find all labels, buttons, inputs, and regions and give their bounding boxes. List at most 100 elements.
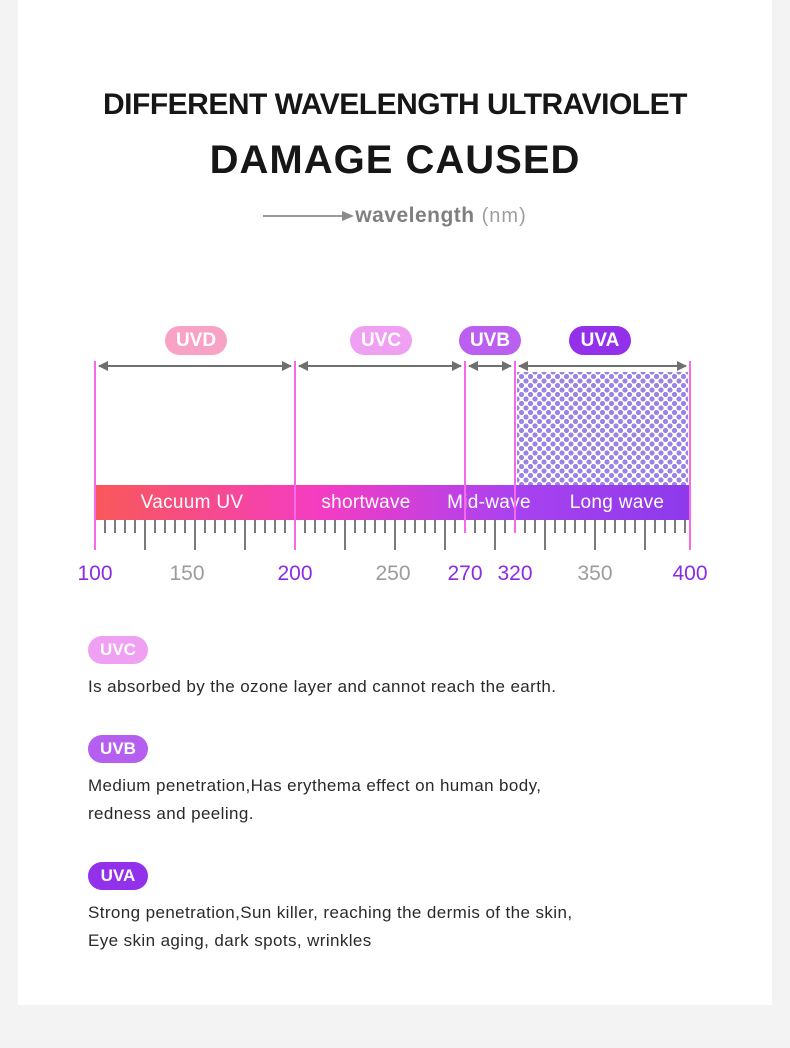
ruler-tick <box>144 520 146 550</box>
desc-pill-uvb: UVB <box>88 735 148 763</box>
ruler-tick <box>204 520 206 533</box>
ruler-tick <box>154 520 156 533</box>
ruler-tick <box>534 520 536 533</box>
scale-number: 400 <box>672 562 708 585</box>
ruler-tick <box>164 520 166 533</box>
boundary-line <box>514 361 516 520</box>
ruler-tick <box>544 520 546 550</box>
ruler-tick <box>124 520 126 533</box>
desc-text-uva-line1: Strong penetration,Sun killer, reaching … <box>88 903 573 922</box>
axis-unit: (nm) <box>481 204 527 227</box>
ruler-tick <box>654 520 656 533</box>
ruler-tick <box>444 520 446 550</box>
ruler-tick <box>664 520 666 533</box>
bar-label-shortwave: shortwave <box>321 492 411 513</box>
desc-pill-uvc: UVC <box>88 636 148 664</box>
ruler-tick <box>174 520 176 533</box>
ruler-tick <box>554 520 556 533</box>
ruler-tick <box>564 520 566 533</box>
scale-number: 200 <box>277 562 313 585</box>
ruler-tick <box>244 520 246 550</box>
ruler-tick <box>394 520 396 550</box>
scale-number: 250 <box>375 562 411 585</box>
page-title-line2: DAMAGE CAUSED <box>209 138 581 182</box>
boundary-line <box>689 361 691 520</box>
right-arrow-icon <box>263 211 355 221</box>
ruler-tick-boundary <box>94 520 96 550</box>
ruler-tick <box>104 520 106 533</box>
ruler-tick <box>434 520 436 533</box>
range-arrow-uva <box>518 361 687 371</box>
ruler-tick <box>134 520 136 533</box>
gradient-wavelength-bar: Vacuum UV shortwave Mid-wave Long wave <box>95 485 690 520</box>
desc-text-uvb-line2: redness and peeling. <box>88 804 254 823</box>
ruler-tick <box>374 520 376 533</box>
band-pill-uvb: UVB <box>459 326 521 355</box>
bar-label-vacuum-uv: Vacuum UV <box>140 492 244 513</box>
ruler-tick <box>264 520 266 533</box>
ruler-tick <box>454 520 456 533</box>
boundary-line <box>294 361 296 520</box>
ruler-tick <box>624 520 626 533</box>
scale-number: 350 <box>577 562 613 585</box>
scale-number: 320 <box>497 562 533 585</box>
desc-text-uva-line2: Eye skin aging, dark spots, wrinkles <box>88 931 372 950</box>
ruler-tick <box>614 520 616 533</box>
ruler-tick <box>634 520 636 533</box>
ruler-tick <box>314 520 316 533</box>
ruler-tick <box>494 520 496 550</box>
ruler-tick <box>354 520 356 533</box>
bar-label-mid-wave: Mid-wave <box>447 492 531 513</box>
desc-pill-uva: UVA <box>88 862 148 890</box>
ruler-tick <box>604 520 606 533</box>
ruler-tick <box>304 520 306 533</box>
bar-label-long-wave: Long wave <box>569 492 665 513</box>
desc-text-uvb-line1: Medium penetration,Has erythema effect o… <box>88 776 542 795</box>
ruler-tick <box>414 520 416 533</box>
ruler-tick <box>364 520 366 533</box>
ruler-tick <box>334 520 336 533</box>
ruler-tick <box>424 520 426 533</box>
ruler-tick-boundary <box>464 520 466 533</box>
ruler-tick <box>214 520 216 533</box>
axis-label: wavelength <box>355 204 475 227</box>
description-uvc: UVC Is absorbed by the ozone layer and c… <box>88 636 708 701</box>
page-title-line1: DIFFERENT WAVELENGTH ULTRAVIOLET <box>103 88 687 121</box>
ruler-tick <box>194 520 196 550</box>
ruler-tick <box>504 520 506 533</box>
boundary-line <box>464 361 466 520</box>
scale-number: 270 <box>447 562 483 585</box>
ruler-tick <box>234 520 236 533</box>
boundary-line <box>94 361 96 520</box>
desc-text-uvc: Is absorbed by the ozone layer and canno… <box>88 677 557 696</box>
ruler-tick-boundary <box>514 520 516 533</box>
ruler-tick <box>524 520 526 533</box>
ruler-tick <box>474 520 476 533</box>
description-uva: UVA Strong penetration,Sun killer, reach… <box>88 862 708 955</box>
ruler-tick <box>594 520 596 550</box>
ruler-tick <box>274 520 276 533</box>
ruler-tick <box>684 520 686 533</box>
ruler-tick-boundary <box>294 520 296 550</box>
range-arrow-uvc <box>298 361 462 371</box>
ruler-tick <box>114 520 116 533</box>
ruler-tick <box>384 520 386 533</box>
uva-dot-hatch-region <box>517 372 688 485</box>
spectrum-chart: UVD UVC UVB UVA Vacuum UV shortwave Mid-… <box>0 315 790 607</box>
ruler-tick-boundary <box>689 520 691 550</box>
ruler-tick <box>284 520 286 533</box>
scale-number: 150 <box>169 562 205 585</box>
ruler-tick <box>324 520 326 533</box>
band-pill-uvc: UVC <box>350 326 412 355</box>
ruler-tick <box>344 520 346 550</box>
range-arrow-uvb <box>468 361 512 371</box>
ruler-tick <box>404 520 406 533</box>
ruler-tick <box>644 520 646 550</box>
ruler-tick <box>584 520 586 533</box>
ruler-tick <box>674 520 676 533</box>
ruler-tick <box>254 520 256 533</box>
band-pill-uva: UVA <box>569 326 631 355</box>
ruler-tick <box>184 520 186 533</box>
range-arrow-uvd <box>98 361 292 371</box>
